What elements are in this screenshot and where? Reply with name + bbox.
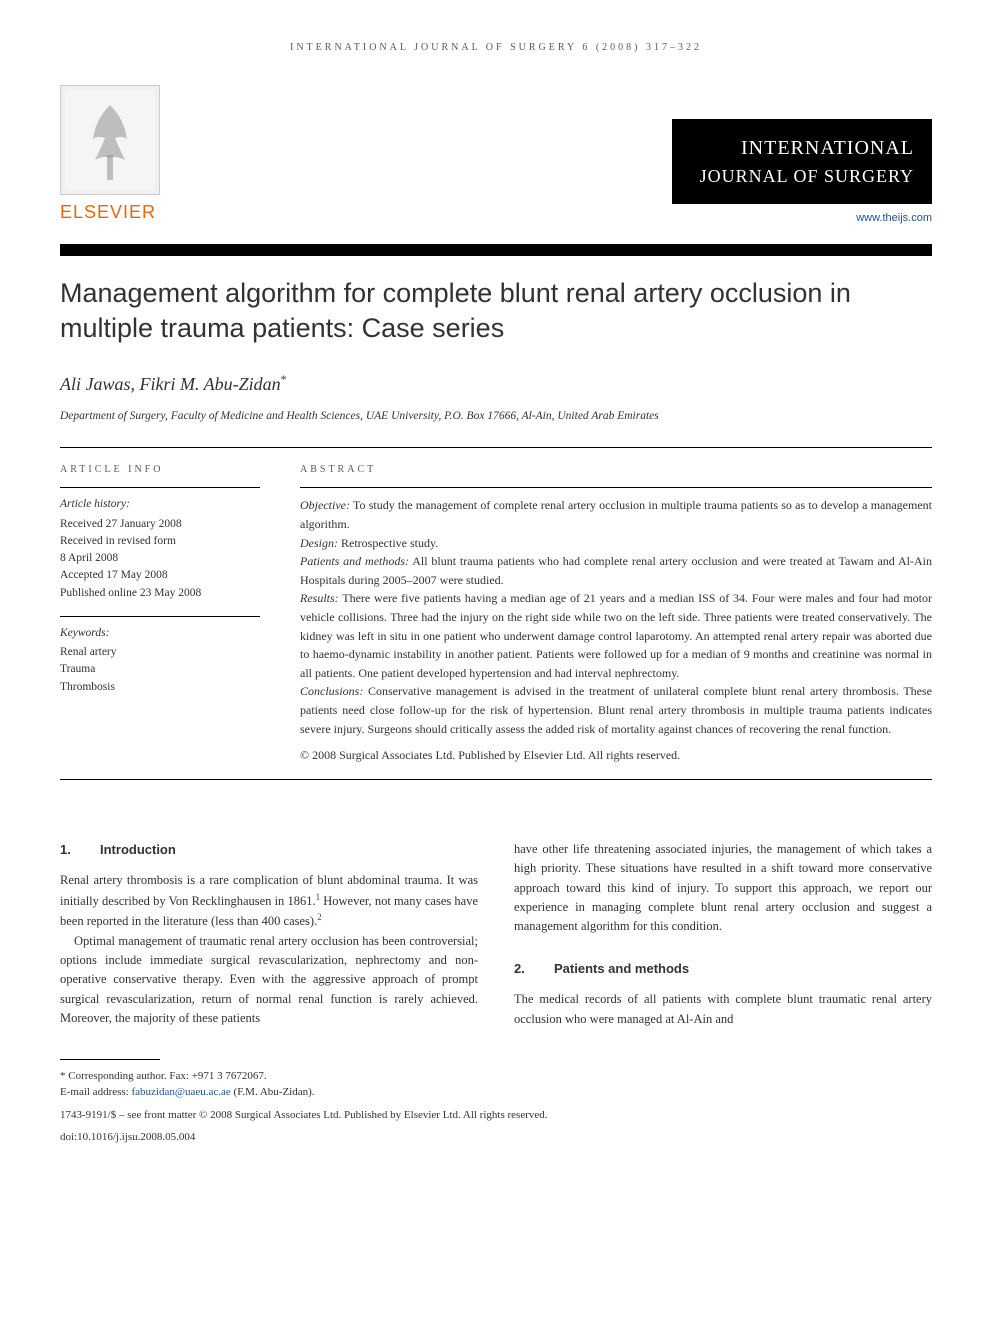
results-label: Results: <box>300 591 339 605</box>
email-suffix: (F.M. Abu-Zidan). <box>231 1086 315 1098</box>
divider-bar <box>60 244 932 256</box>
design-text: Retrospective study. <box>338 536 438 550</box>
section-number: 2. <box>514 959 554 979</box>
abstract-design: Design: Retrospective study. <box>300 534 932 553</box>
intro-paragraph-2: Optimal management of traumatic renal ar… <box>60 932 478 1029</box>
journal-name-line1: INTERNATIONAL <box>690 133 914 163</box>
authors: Ali Jawas, Fikri M. Abu-Zidan* <box>60 370 932 398</box>
section-title: Patients and methods <box>554 961 689 976</box>
conclusions-label: Conclusions: <box>300 684 363 698</box>
article-info-column: ARTICLE INFO Article history: Received 2… <box>60 462 260 764</box>
email-label: E-mail address: <box>60 1086 131 1098</box>
citation-ref[interactable]: 2 <box>317 912 322 922</box>
corresponding-footnote: * Corresponding author. Fax: +971 3 7672… <box>60 1068 932 1101</box>
corr-label: * Corresponding author. <box>60 1070 167 1082</box>
elsevier-tree-icon <box>60 85 160 195</box>
footnote-separator <box>60 1059 160 1060</box>
publisher-block: ELSEVIER <box>60 85 180 226</box>
journal-name-line2: JOURNAL OF SURGERY <box>690 163 914 190</box>
history-line: Published online 23 May 2008 <box>60 585 260 602</box>
section-number: 1. <box>60 840 100 860</box>
issn-line: 1743-9191/$ – see front matter © 2008 Su… <box>60 1107 932 1124</box>
methods-paragraph-1: The medical records of all patients with… <box>514 990 932 1029</box>
corr-email[interactable]: fabuzidan@uaeu.ac.ae <box>131 1086 230 1098</box>
history-line: Received in revised form <box>60 533 260 550</box>
keyword: Trauma <box>60 661 260 678</box>
abstract-patients: Patients and methods: All blunt trauma p… <box>300 552 932 589</box>
history-line: Accepted 17 May 2008 <box>60 567 260 584</box>
intro-paragraph-1: Renal artery thrombosis is a rare compli… <box>60 871 478 931</box>
article-info-heading: ARTICLE INFO <box>60 462 260 477</box>
info-divider <box>60 616 260 617</box>
affiliation: Department of Surgery, Faculty of Medici… <box>60 408 932 425</box>
journal-brand: INTERNATIONAL JOURNAL OF SURGERY <box>672 119 932 204</box>
article-title: Management algorithm for complete blunt … <box>60 276 932 346</box>
section-heading-intro: 1.Introduction <box>60 840 478 860</box>
results-text: There were five patients having a median… <box>300 591 932 679</box>
info-divider <box>60 487 260 488</box>
history-line: Received 27 January 2008 <box>60 516 260 533</box>
keywords-block: Keywords: Renal artery Trauma Thrombosis <box>60 616 260 696</box>
abstract-conclusions: Conclusions: Conservative management is … <box>300 682 932 738</box>
corr-fax: Fax: +971 3 7672067. <box>167 1070 267 1082</box>
objective-text: To study the management of complete rena… <box>300 498 932 531</box>
abstract-copyright: © 2008 Surgical Associates Ltd. Publishe… <box>300 746 932 765</box>
doi-line: doi:10.1016/j.ijsu.2008.05.004 <box>60 1129 932 1146</box>
abstract-objective: Objective: To study the management of co… <box>300 496 932 533</box>
history-line: 8 April 2008 <box>60 550 260 567</box>
conclusions-text: Conservative management is advised in th… <box>300 684 932 735</box>
section-heading-methods: 2.Patients and methods <box>514 959 932 979</box>
objective-label: Objective: <box>300 498 350 512</box>
abstract-heading: ABSTRACT <box>300 462 932 477</box>
body-column-left: 1.Introduction Renal artery thrombosis i… <box>60 840 478 1029</box>
col2-paragraph-1: have other life threatening associated i… <box>514 840 932 937</box>
abstract-results: Results: There were five patients having… <box>300 589 932 682</box>
journal-url[interactable]: www.theijs.com <box>672 210 932 227</box>
history-label: Article history: <box>60 496 260 513</box>
header-row: ELSEVIER INTERNATIONAL JOURNAL OF SURGER… <box>60 85 932 226</box>
keyword: Thrombosis <box>60 679 260 696</box>
design-label: Design: <box>300 536 338 550</box>
author-names: Ali Jawas, Fikri M. Abu-Zidan <box>60 374 281 394</box>
body-columns: 1.Introduction Renal artery thrombosis i… <box>60 840 932 1029</box>
section-title: Introduction <box>100 842 176 857</box>
patients-label: Patients and methods: <box>300 554 409 568</box>
keywords-label: Keywords: <box>60 625 260 642</box>
abstract-column: ABSTRACT Objective: To study the managem… <box>300 462 932 764</box>
journal-brand-wrap: INTERNATIONAL JOURNAL OF SURGERY www.the… <box>672 119 932 227</box>
publisher-name: ELSEVIER <box>60 199 180 226</box>
info-abstract-block: ARTICLE INFO Article history: Received 2… <box>60 447 932 779</box>
running-header: INTERNATIONAL JOURNAL OF SURGERY 6 (2008… <box>60 40 932 55</box>
body-column-right: have other life threatening associated i… <box>514 840 932 1029</box>
abstract-divider <box>300 487 932 488</box>
keyword: Renal artery <box>60 644 260 661</box>
corresponding-marker: * <box>281 372 287 386</box>
